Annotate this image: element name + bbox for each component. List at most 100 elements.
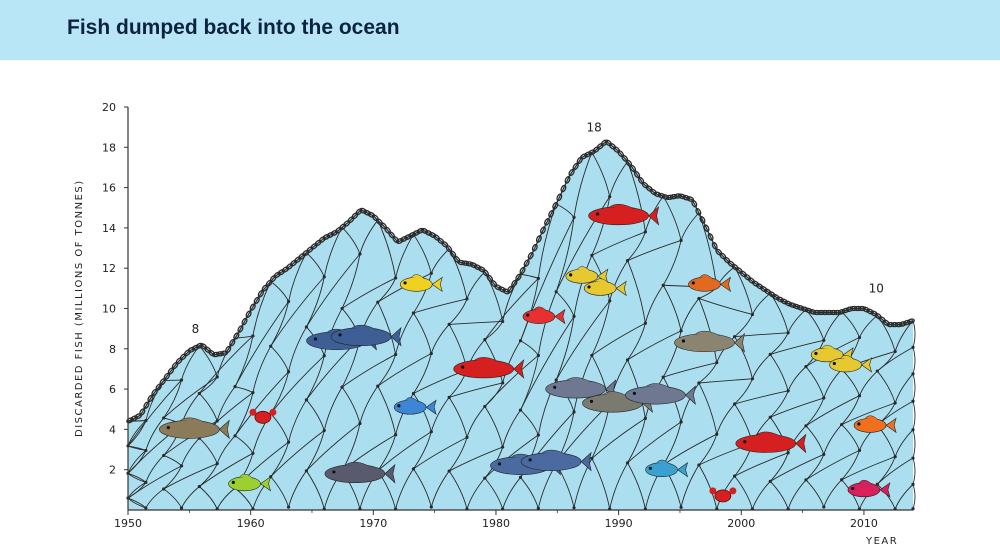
fish-eye (231, 480, 235, 485)
y-tick-label: 8 (109, 343, 116, 356)
fish-eye (397, 404, 401, 408)
net-strand (484, 406, 504, 448)
mackerel-fish-icon (330, 324, 402, 347)
net-strand (644, 285, 664, 324)
net-strand (716, 403, 735, 435)
discard-area (128, 141, 913, 510)
net-strand (627, 323, 646, 361)
net-strand (859, 315, 878, 338)
net-strand (341, 354, 396, 388)
net-strand (877, 483, 896, 510)
net-strand (591, 300, 611, 356)
net-strand (912, 401, 916, 430)
net-strand (127, 445, 146, 451)
axis-layer: 2 4 6 8 10 12 14 16 18 20 1950 1960 1970 1980 1990 2000… (102, 101, 913, 530)
net-strand (430, 248, 450, 274)
net-strand (769, 354, 789, 391)
net-strand (430, 470, 450, 508)
net-strand (680, 464, 700, 508)
net-strand (662, 285, 682, 331)
data-label: 10 (869, 282, 884, 296)
net-strand (199, 393, 218, 422)
net-strand (841, 450, 860, 481)
fish-eye (338, 333, 342, 337)
fish-body (735, 434, 797, 453)
net-strand (377, 353, 432, 387)
fish-tail (425, 399, 437, 415)
angelfish-fish-icon (565, 266, 609, 284)
net-strand (876, 370, 896, 404)
net-strand (627, 260, 646, 324)
net-strand (894, 429, 914, 457)
net-strand (555, 291, 575, 317)
net-strand (609, 462, 628, 510)
net-strand (288, 399, 307, 443)
fish-eye (681, 339, 686, 343)
header-banner: Fish dumped back into the ocean (0, 0, 1000, 60)
net-strand (377, 354, 397, 387)
net-strand (859, 370, 878, 396)
net-strand (163, 488, 182, 509)
net-strand (234, 301, 289, 387)
net-strand (502, 340, 521, 383)
fish-tail (684, 385, 696, 405)
net-knot (179, 506, 184, 510)
net-strand (449, 320, 503, 325)
net-strand (377, 301, 397, 355)
net-strand (520, 409, 539, 436)
net-strand (555, 300, 611, 381)
fish-body (159, 420, 220, 439)
fish-fin (646, 383, 671, 389)
net-strand (680, 382, 700, 423)
fish-fin (474, 357, 499, 362)
net-strand (484, 278, 539, 340)
fish-eye (851, 486, 855, 491)
fish-tail (431, 276, 443, 293)
net-strand (448, 397, 468, 438)
net-strand (894, 373, 914, 404)
net-strand (627, 330, 682, 361)
net-strand (181, 437, 200, 466)
net-strand (912, 347, 916, 374)
page-title: Fish dumped back into the ocean (67, 16, 400, 39)
net-strand (591, 458, 611, 510)
net-strand (662, 330, 682, 378)
fish-fin (542, 449, 567, 455)
net-strand (769, 390, 789, 418)
fish-body (588, 206, 649, 226)
fish-eye (632, 391, 637, 395)
net-strand (306, 423, 361, 472)
net-strand (199, 376, 218, 394)
net-strand (484, 477, 504, 510)
y-tick-label: 20 (102, 101, 116, 114)
fish-fin (239, 473, 253, 479)
net-strand (306, 430, 325, 472)
net-strand (823, 479, 842, 508)
net-strand (341, 227, 361, 255)
wrasse-fish-icon (228, 473, 272, 492)
fish-tail (861, 357, 873, 373)
net-strand (698, 362, 718, 384)
y-tick-label: 16 (102, 182, 116, 195)
net-strand (306, 399, 325, 431)
net-strand (466, 477, 486, 510)
fish-body (674, 333, 735, 353)
net-strand (734, 378, 753, 405)
fish-eye (648, 466, 652, 470)
net-strand (520, 316, 575, 411)
x-axis-title: YEAR (865, 536, 898, 547)
fish-fin (566, 377, 591, 383)
net-strand (395, 393, 414, 435)
fish-fin (595, 278, 609, 283)
net-strand (127, 379, 182, 447)
y-tick-label: 6 (109, 383, 116, 396)
fish-fin (699, 274, 713, 279)
net-strand (323, 386, 343, 431)
fish-eye (553, 385, 557, 389)
net-strand (734, 452, 789, 477)
net-strand (430, 397, 450, 432)
net-strand (805, 395, 860, 427)
net-strand (216, 435, 236, 464)
net-strand (341, 386, 361, 424)
net-strand (770, 339, 824, 355)
